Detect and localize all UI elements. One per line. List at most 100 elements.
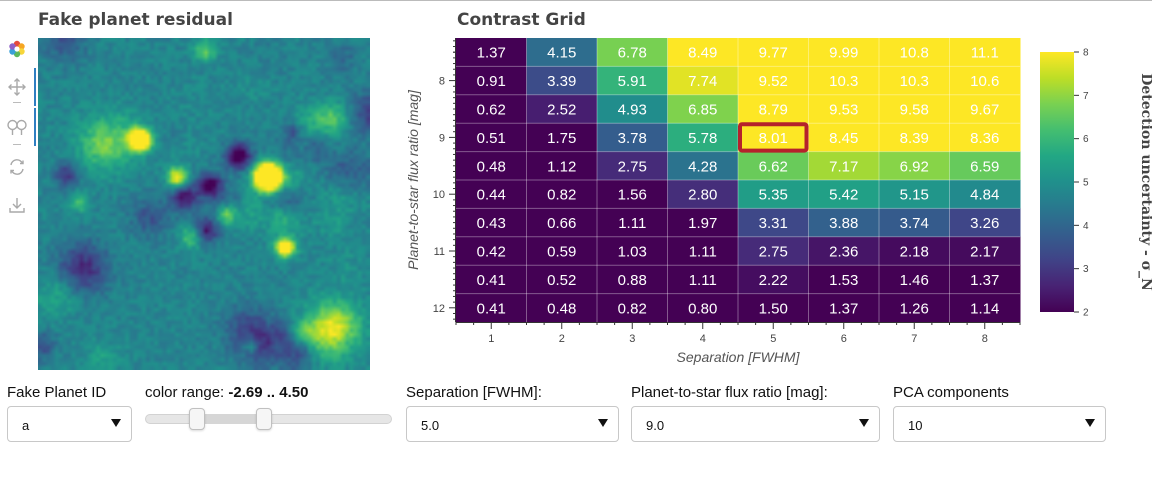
top-divider [0, 0, 1152, 1]
heatmap-cell-label: 0.66 [547, 215, 576, 232]
y-tick-label: 8 [439, 76, 445, 88]
heatmap-cell [808, 123, 880, 153]
toolbar-divider [13, 102, 21, 103]
heatmap-cell-label: 1.37 [477, 45, 506, 62]
heatmap-cell-label: 2.75 [759, 244, 788, 261]
heatmap-cell [949, 151, 1021, 181]
heatmap-cell [456, 151, 527, 181]
heatmap-cell-label: 4.15 [547, 45, 576, 62]
separation-select[interactable]: 5.0 [406, 406, 619, 442]
heatmap-cell-label: 2.22 [759, 272, 788, 289]
heatmap-cell [949, 38, 1021, 67]
slider-handle-low[interactable] [188, 408, 205, 430]
y-tick-label: 11 [434, 246, 445, 258]
heatmap-cell [456, 123, 527, 153]
heatmap-cell [597, 236, 668, 266]
heatmap-cell-label: 6.92 [900, 158, 929, 175]
colorbar-tick-label: 6 [1083, 134, 1089, 145]
heatmap-cell [526, 66, 598, 96]
heatmap-cell-label: 1.12 [547, 158, 576, 175]
heatmap-cell [738, 94, 809, 124]
x-axis-label: Separation [FWHM] [677, 349, 801, 365]
x-tick-label: 1 [488, 333, 494, 345]
heatmap-cell [526, 180, 598, 209]
heatmap-cell-label: 0.82 [547, 187, 576, 204]
color-range-value: -2.69 .. 4.50 [228, 384, 309, 401]
y-axis-label: Planet-to-star flux ratio [mag] [405, 89, 421, 270]
heatmap-cell [738, 293, 809, 323]
heatmap-cell [879, 180, 950, 209]
heatmap-cell-label: 0.42 [477, 244, 506, 261]
heatmap-cell [667, 293, 739, 323]
heatmap-cell-label: 0.44 [477, 187, 506, 204]
heatmap-cell-label: 3.31 [759, 215, 788, 232]
pca-components-select[interactable]: 10 [893, 406, 1106, 442]
heatmap-cell-label: 6.62 [759, 158, 788, 175]
toolbar-divider [13, 144, 21, 145]
heatmap-cell [949, 293, 1021, 323]
x-tick-label: 8 [982, 333, 988, 345]
chevron-down-icon [1085, 419, 1095, 427]
heatmap-cell-label: 5.91 [618, 73, 647, 90]
heatmap-cell [526, 293, 598, 323]
colorbar: 2 3 4 5 6 7 8 Detection uncertainty - σ_N [1040, 48, 1152, 319]
heatmap-cell-label: 0.62 [477, 102, 506, 119]
pan-icon[interactable] [6, 76, 28, 98]
heatmap-cell [879, 123, 950, 153]
colorbar-tick-label: 8 [1083, 48, 1089, 59]
heatmap-cell [949, 265, 1021, 295]
heatmap-cell-label: 5.78 [688, 130, 717, 147]
y-tick-label: 10 [433, 189, 445, 201]
heatmap-cell-label: 4.93 [618, 102, 647, 119]
x-tick-label: 5 [770, 333, 776, 345]
heatmap-cell-label: 7.17 [829, 158, 858, 175]
heatmap-cell [456, 180, 527, 209]
heatmap-cell-label: 1.97 [688, 215, 717, 232]
heatmap-cell [456, 265, 527, 295]
heatmap-cell-label: 8.01 [759, 130, 788, 147]
pca-components-value: 10 [908, 418, 923, 433]
heatmap-cell-label: 0.88 [618, 272, 647, 289]
colorbar-tick-label: 3 [1083, 264, 1089, 275]
heatmap-cell-label: 0.41 [477, 272, 506, 289]
heatmap-cell [667, 38, 739, 67]
wheel-zoom-icon[interactable] [6, 116, 28, 138]
heatmap-cell-label: 0.82 [618, 300, 647, 317]
heatmap-cell [879, 265, 950, 295]
flux-ratio-select[interactable]: 9.0 [631, 406, 880, 442]
color-range-label-text: color range: [145, 384, 229, 401]
pan-active-indicator [34, 68, 36, 106]
heatmap-cell [879, 94, 950, 124]
heatmap-cell-label: 0.41 [477, 300, 506, 317]
bokeh-logo-icon[interactable] [6, 38, 28, 60]
heatmap-cell [949, 66, 1021, 96]
heatmap-cell-label: 3.26 [970, 215, 999, 232]
heatmap-cell [738, 66, 809, 96]
colorbar-label: Detection uncertainty - σ_N [1138, 73, 1152, 291]
heatmap-cell-label: 0.48 [547, 300, 576, 317]
heatmap-cell [879, 38, 950, 67]
heatmap-cell-label: 2.36 [829, 244, 858, 261]
fake-planet-residual-image[interactable] [38, 38, 370, 370]
heatmap-cell [808, 151, 880, 181]
heatmap-cell [667, 151, 739, 181]
slider-handle-high[interactable] [255, 408, 272, 430]
color-range-slider[interactable] [145, 408, 392, 432]
heatmap-cell [879, 151, 950, 181]
contrast-grid-heatmap[interactable]: 1.37 4.15 6.78 8.49 9.77 9.99 10.8 11.1 0.91 3.39… [400, 34, 1152, 378]
heatmap-cell [738, 180, 809, 209]
heatmap-cell-label: 3.74 [900, 215, 929, 232]
heatmap-cell-label: 2.80 [688, 187, 717, 204]
heatmap-cell-label: 1.11 [689, 272, 717, 289]
heatmap-cell-label: 6.59 [970, 158, 999, 175]
heatmap-cell [526, 236, 598, 266]
heatmap-cell [526, 38, 598, 67]
heatmap-cell-label: 6.78 [618, 45, 647, 62]
fake-planet-id-select[interactable]: a [7, 406, 132, 442]
save-icon[interactable] [6, 194, 28, 216]
heatmap-cell [597, 208, 668, 238]
heatmap-cell [597, 123, 668, 153]
heatmap-cell [879, 236, 950, 266]
reset-icon[interactable] [6, 156, 28, 178]
heatmap-cell-label: 5.42 [829, 187, 858, 204]
